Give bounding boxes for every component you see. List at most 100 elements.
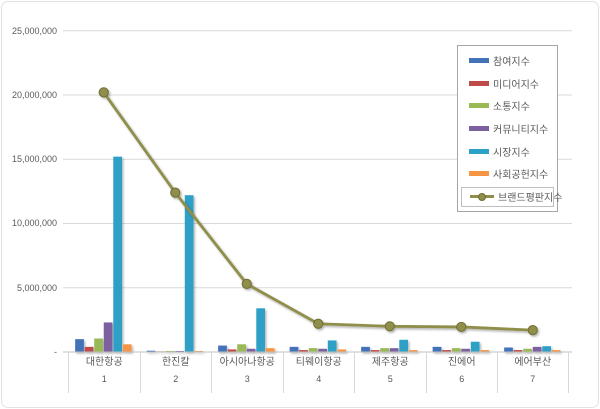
y-axis-tick-label: 20,000,000: [11, 89, 57, 100]
legend-item-사회공헌지수: 사회공헌지수: [461, 164, 554, 184]
y-axis-tick-label: 5,000,000: [16, 282, 57, 293]
x-axis-category-2: 한진칼 2: [139, 352, 212, 393]
line-marker-대한항공: [98, 87, 109, 98]
bar-참여지수-대한항공: [75, 339, 84, 352]
bar-커뮤니티지수-아시아나항공: [246, 348, 256, 352]
bar-사회공헌지수-대한항공: [122, 344, 132, 352]
legend-label: 사회공헌지수: [493, 170, 549, 182]
legend-label: 미디어지수: [493, 79, 539, 91]
y-axis-tick-label: 25,000,000: [11, 25, 57, 36]
bar-사회공헌지수-제주항공: [408, 350, 418, 352]
bar-커뮤니티지수-제주항공: [389, 348, 399, 352]
line-marker-에어부산: [527, 325, 538, 336]
bar-시장지수-대한항공: [113, 156, 123, 352]
legend-line-swatch-icon: [470, 192, 494, 201]
bar-미디어지수-대한항공: [84, 346, 94, 352]
category-number-label: 1: [101, 374, 107, 384]
bar-소통지수-에어부산: [523, 348, 532, 352]
bar-미디어지수-진에어: [442, 350, 451, 352]
bar-사회공헌지수-진에어: [480, 350, 490, 352]
legend-label: 시장지수: [493, 147, 530, 159]
legend-item-소통지수: 소통지수: [461, 96, 554, 116]
y-axis-tick-label: 10,000,000: [11, 218, 57, 229]
bar-참여지수-티웨이항공: [289, 346, 299, 352]
bar-참여지수-한진칼: [146, 350, 156, 352]
category-name-label: 대한항공: [85, 357, 123, 368]
legend-item-미디어지수: 미디어지수: [461, 73, 554, 93]
x-axis-category-7: 에어부산 7: [497, 352, 569, 393]
legend-label: 참여지수: [493, 56, 530, 68]
x-axis-category-1: 대한항공 1: [68, 352, 140, 393]
x-axis-category-5: 제주항공 5: [354, 352, 426, 393]
bar-소통지수-대한항공: [94, 338, 103, 352]
category-name-label: 한진칼: [161, 357, 190, 368]
bar-커뮤니티지수-티웨이항공: [318, 348, 327, 352]
bar-미디어지수-에어부산: [513, 350, 523, 352]
y-axis-tick-label: 15,000,000: [11, 154, 57, 165]
bar-시장지수-제주항공: [399, 339, 409, 352]
category-number-label: 3: [244, 374, 250, 384]
legend-bar-swatch-icon: [469, 171, 489, 177]
category-number-label: 4: [316, 374, 322, 384]
bar-미디어지수-제주항공: [370, 350, 380, 352]
category-name-label: 제주항공: [371, 357, 409, 368]
bar-참여지수-제주항공: [361, 346, 370, 352]
bars-group: [75, 156, 561, 352]
line-marker-한진칼: [170, 187, 181, 198]
legend-bar-swatch-icon: [469, 57, 489, 63]
bar-소통지수-한진칼: [165, 350, 175, 352]
legend-item-브랜드평판지수: 브랜드평판지수: [461, 186, 562, 207]
bar-참여지수-진에어: [432, 346, 442, 352]
legend-label: 브랜드평판지수: [498, 193, 563, 205]
x-axis-category-4: 티웨이항공 4: [282, 352, 355, 393]
category-name-label: 에어부산: [514, 357, 552, 368]
bar-시장지수-티웨이항공: [327, 340, 337, 352]
bar-사회공헌지수-한진칼: [194, 350, 204, 352]
line-series-group: [98, 87, 538, 336]
bar-커뮤니티지수-에어부산: [532, 346, 542, 352]
y-axis-tick-label: -: [54, 347, 57, 357]
legend-label: 소통지수: [493, 102, 530, 114]
legend-item-커뮤니티지수: 커뮤니티지수: [461, 118, 554, 138]
category-number-label: 6: [459, 374, 465, 384]
legend-item-시장지수: 시장지수: [461, 141, 554, 161]
category-name-label: 아시아나항공: [219, 357, 275, 368]
bar-사회공헌지수-아시아나항공: [265, 348, 275, 352]
bar-시장지수-아시아나항공: [256, 308, 266, 352]
bar-사회공헌지수-에어부산: [551, 350, 561, 352]
bar-커뮤니티지수-한진칼: [175, 350, 184, 352]
category-number-label: 5: [387, 374, 393, 384]
bar-참여지수-에어부산: [504, 347, 513, 352]
line-marker-아시아나항공: [241, 278, 252, 289]
bar-소통지수-진에어: [451, 348, 461, 352]
category-name-label: 티웨이항공: [295, 357, 342, 368]
legend-bar-swatch-icon: [469, 125, 489, 131]
legend-bar-swatch-icon: [469, 103, 489, 109]
line-marker-진에어: [456, 321, 467, 333]
line-marker-티웨이항공: [313, 318, 324, 329]
x-axis-category-6: 진에어 6: [425, 352, 498, 393]
category-number-label: 7: [530, 374, 536, 384]
bar-시장지수-진에어: [470, 341, 480, 352]
bar-미디어지수-티웨이항공: [299, 350, 308, 352]
bar-소통지수-티웨이항공: [308, 348, 318, 352]
bar-참여지수-아시아나항공: [218, 345, 227, 352]
line-marker-제주항공: [384, 321, 395, 332]
legend-item-참여지수: 참여지수: [461, 50, 554, 70]
category-name-label: 진에어: [447, 357, 476, 368]
bar-사회공헌지수-티웨이항공: [337, 349, 347, 352]
legend-label: 커뮤니티지수: [493, 124, 549, 136]
x-axis-category-3: 아시아나항공 3: [211, 352, 283, 393]
bar-시장지수-한진칼: [184, 195, 194, 352]
bar-소통지수-아시아나항공: [237, 344, 246, 352]
bar-시장지수-에어부산: [542, 346, 552, 352]
bar-소통지수-제주항공: [380, 348, 389, 352]
bar-커뮤니티지수-진에어: [461, 348, 470, 352]
bar-커뮤니티지수-대한항공: [103, 322, 113, 352]
category-number-label: 2: [173, 374, 179, 384]
legend-bar-swatch-icon: [469, 80, 489, 86]
bar-미디어지수-아시아나항공: [227, 349, 237, 352]
